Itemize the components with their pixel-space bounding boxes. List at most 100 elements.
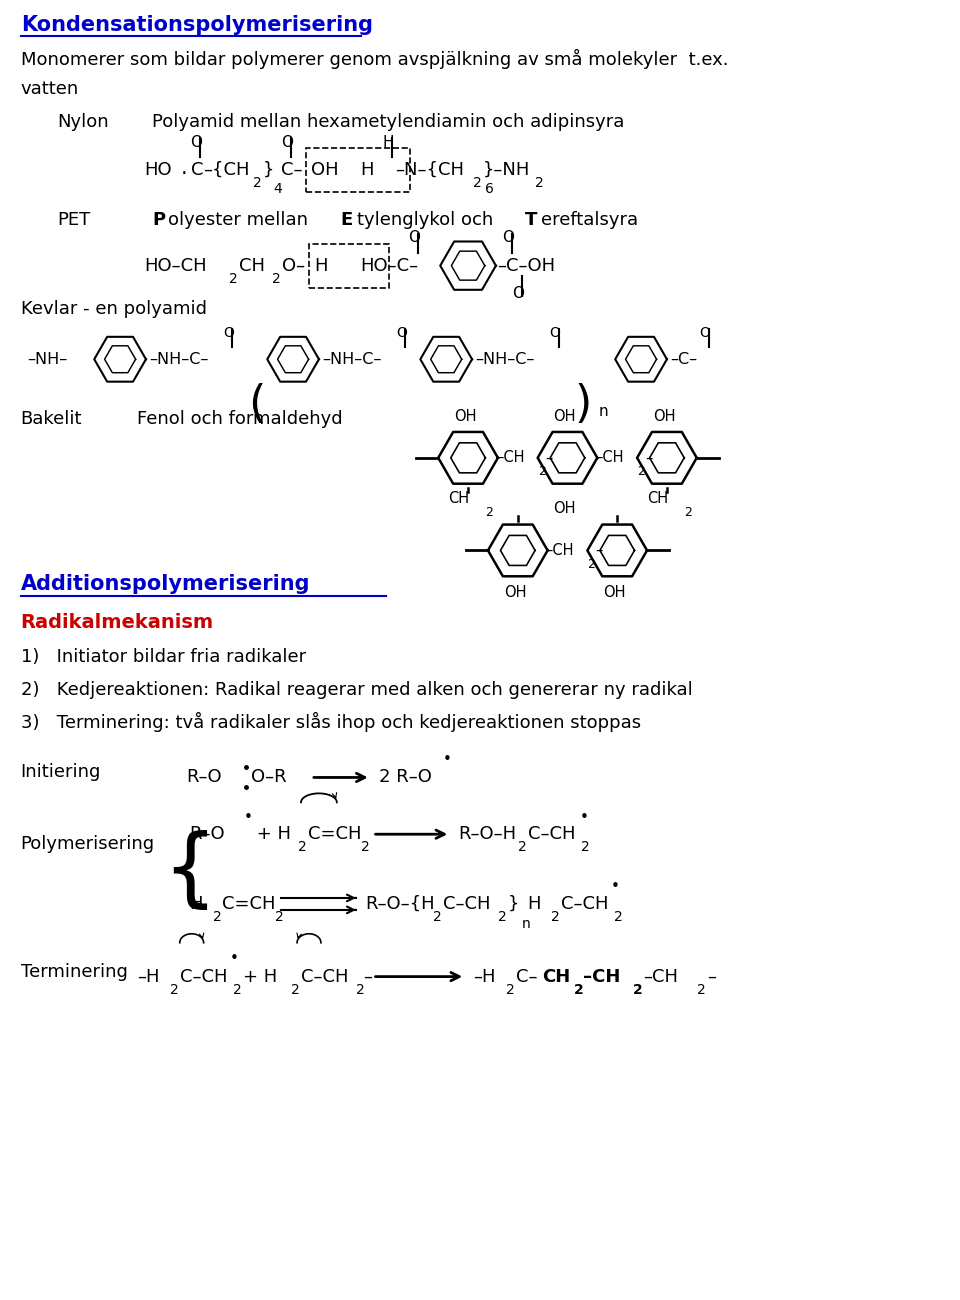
Text: 2: 2 (633, 983, 643, 997)
Text: Polymerisering: Polymerisering (21, 835, 155, 853)
Text: R–O: R–O (190, 826, 226, 844)
Text: olyester mellan: olyester mellan (168, 211, 314, 229)
Text: C: C (191, 161, 204, 179)
Text: R–O–{H: R–O–{H (366, 894, 435, 913)
Text: –CH: –CH (584, 967, 621, 985)
Text: ereftalsyra: ereftalsyra (541, 211, 638, 229)
Text: –{CH: –{CH (204, 161, 251, 179)
Text: C–: C– (281, 161, 302, 179)
Text: 4: 4 (274, 182, 282, 196)
Text: C–CH: C–CH (561, 894, 608, 913)
Text: P: P (152, 211, 165, 229)
Text: }: } (508, 894, 519, 913)
Text: 2 R–O: 2 R–O (378, 768, 431, 786)
Text: –: – (363, 967, 372, 985)
Text: CH: CH (647, 490, 668, 506)
Text: PET: PET (58, 211, 90, 229)
Text: H: H (314, 256, 327, 274)
Text: O: O (396, 326, 407, 341)
Text: 2: 2 (212, 910, 222, 924)
Text: 2: 2 (506, 983, 515, 997)
Text: C–CH: C–CH (180, 967, 228, 985)
Text: 2: 2 (538, 465, 545, 478)
Text: OH: OH (504, 585, 526, 601)
Text: vatten: vatten (21, 81, 79, 99)
Text: 2: 2 (298, 840, 307, 854)
Text: }–NH: }–NH (483, 161, 530, 179)
Text: O: O (502, 230, 514, 246)
Text: •: • (229, 952, 238, 966)
Text: OH: OH (454, 410, 477, 424)
Text: 2: 2 (273, 272, 281, 286)
Text: 6: 6 (485, 182, 493, 196)
Text: 2: 2 (253, 176, 262, 190)
Text: –CH: –CH (643, 967, 678, 985)
Text: –NH–: –NH– (28, 352, 68, 367)
Text: 2: 2 (498, 910, 507, 924)
Text: 2: 2 (535, 176, 543, 190)
Text: 2: 2 (291, 983, 300, 997)
Text: Initiering: Initiering (21, 763, 101, 781)
Text: O: O (408, 230, 420, 246)
Text: –CH: –CH (496, 450, 524, 465)
Text: 2: 2 (573, 983, 584, 997)
Text: OH: OH (311, 161, 339, 179)
Text: OH: OH (554, 500, 576, 516)
Text: T: T (525, 211, 537, 229)
Text: 2: 2 (433, 910, 442, 924)
Text: –N–{CH: –N–{CH (396, 161, 465, 179)
Text: OH: OH (554, 410, 576, 424)
Text: Additionspolymerisering: Additionspolymerisering (21, 575, 310, 594)
Text: Radikalmekanism: Radikalmekanism (21, 614, 214, 632)
Text: .: . (180, 159, 187, 178)
Text: n: n (598, 403, 608, 419)
Text: •: • (444, 751, 452, 767)
Text: Terminering: Terminering (21, 962, 128, 980)
Text: C–CH: C–CH (301, 967, 348, 985)
Text: 2: 2 (229, 272, 238, 286)
Text: –NH–C–: –NH–C– (149, 352, 208, 367)
Text: CH: CH (541, 967, 570, 985)
Text: 2: 2 (485, 506, 492, 519)
Text: –: – (645, 450, 653, 465)
Text: •: • (612, 880, 620, 894)
Text: 1)   Initiator bildar fria radikaler: 1) Initiator bildar fria radikaler (21, 647, 306, 666)
Text: C=CH: C=CH (223, 894, 276, 913)
Text: O: O (224, 326, 234, 341)
Text: 2: 2 (170, 983, 179, 997)
Text: tylenglykol och: tylenglykol och (357, 211, 499, 229)
Text: O: O (512, 286, 524, 302)
Text: 2: 2 (517, 840, 526, 854)
Text: HO–CH: HO–CH (144, 256, 206, 274)
Text: CH: CH (239, 256, 265, 274)
Text: Bakelit: Bakelit (21, 410, 83, 428)
Text: 2: 2 (276, 910, 284, 924)
Text: 2: 2 (697, 983, 706, 997)
Text: 2: 2 (684, 506, 692, 519)
Text: 2: 2 (361, 840, 370, 854)
Text: –: – (595, 543, 603, 558)
Text: O: O (549, 326, 561, 341)
Text: C–CH: C–CH (528, 826, 575, 844)
Text: n: n (521, 916, 531, 931)
Text: –H: –H (137, 967, 159, 985)
Text: H: H (190, 894, 204, 913)
Text: Fenol och formaldehyd: Fenol och formaldehyd (137, 410, 343, 428)
Text: R–O: R–O (186, 768, 223, 786)
Text: ): ) (574, 382, 591, 425)
Text: 2: 2 (582, 840, 590, 854)
Text: •: • (244, 810, 252, 824)
Text: + H: + H (252, 826, 291, 844)
Text: CH: CH (448, 490, 469, 506)
Text: –NH–C–: –NH–C– (322, 352, 381, 367)
Text: }: } (263, 161, 275, 179)
Text: Monomerer som bildar polymerer genom avspjälkning av små molekyler  t.ex.: Monomerer som bildar polymerer genom avs… (21, 48, 729, 69)
Text: + H: + H (244, 967, 277, 985)
Text: (: ( (249, 382, 266, 425)
Text: –NH–C–: –NH–C– (475, 352, 535, 367)
Text: 2: 2 (356, 983, 365, 997)
Text: O: O (281, 135, 293, 150)
Text: HO–C–: HO–C– (361, 256, 419, 274)
Text: H: H (528, 894, 541, 913)
Text: 2)   Kedjereaktionen: Radikal reagerar med alken och genererar ny radikal: 2) Kedjereaktionen: Radikal reagerar med… (21, 681, 692, 699)
